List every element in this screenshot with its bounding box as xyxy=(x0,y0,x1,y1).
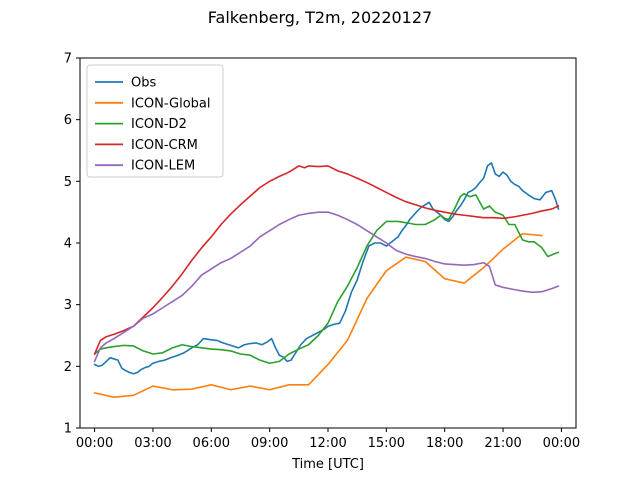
legend-label-icon-crm: ICON-CRM xyxy=(131,138,198,153)
series-layer xyxy=(93,162,560,398)
chart-title: Falkenberg, T2m, 20220127 xyxy=(208,8,432,27)
y-tick-label: 6 xyxy=(64,113,72,128)
series-line-icon-crm xyxy=(93,165,560,355)
series-line-icon-lem xyxy=(93,211,560,363)
x-tick-label: 18:00 xyxy=(426,436,463,451)
x-tick-label: 09:00 xyxy=(251,436,288,451)
y-tick-label: 5 xyxy=(64,175,72,190)
x-tick-label: 12:00 xyxy=(309,436,346,451)
x-tick-label: 21:00 xyxy=(484,436,521,451)
y-tick-label: 4 xyxy=(64,237,72,252)
legend-label-icon-d2: ICON-D2 xyxy=(131,117,187,132)
x-tick-label: 03:00 xyxy=(134,436,171,451)
legend-label-icon-lem: ICON-LEM xyxy=(131,159,195,174)
x-axis: 00:00 03:00 06:00 09:00 12:00 15:00 18:00 21:00… xyxy=(76,428,580,451)
y-tick-label: 3 xyxy=(64,298,72,313)
legend-box xyxy=(86,64,224,178)
plot-area: 00:00 03:00 06:00 09:00 12:00 15:00 18:00 21:00… xyxy=(64,52,580,452)
x-tick-label: 00:00 xyxy=(543,436,580,451)
y-tick-label: 7 xyxy=(64,52,72,67)
series-line-icon-d2 xyxy=(93,192,560,365)
series-line-icon-global xyxy=(93,232,543,398)
y-tick-label: 1 xyxy=(64,422,72,437)
x-tick-label: 06:00 xyxy=(193,436,230,451)
legend-label-icon-global: ICON-Global xyxy=(131,96,211,111)
legend-label-obs: Obs xyxy=(131,76,156,91)
y-axis: 1 2 3 4 5 6 7 xyxy=(64,52,80,437)
x-axis-label: Time [UTC] xyxy=(291,457,364,472)
series-line-obs xyxy=(93,162,560,375)
legend: Obs ICON-Global ICON-D2 ICON-CRM ICON-LEM xyxy=(86,64,224,178)
y-tick-label: 2 xyxy=(64,360,72,375)
x-tick-label: 15:00 xyxy=(368,436,405,451)
x-tick-label: 00:00 xyxy=(76,436,113,451)
